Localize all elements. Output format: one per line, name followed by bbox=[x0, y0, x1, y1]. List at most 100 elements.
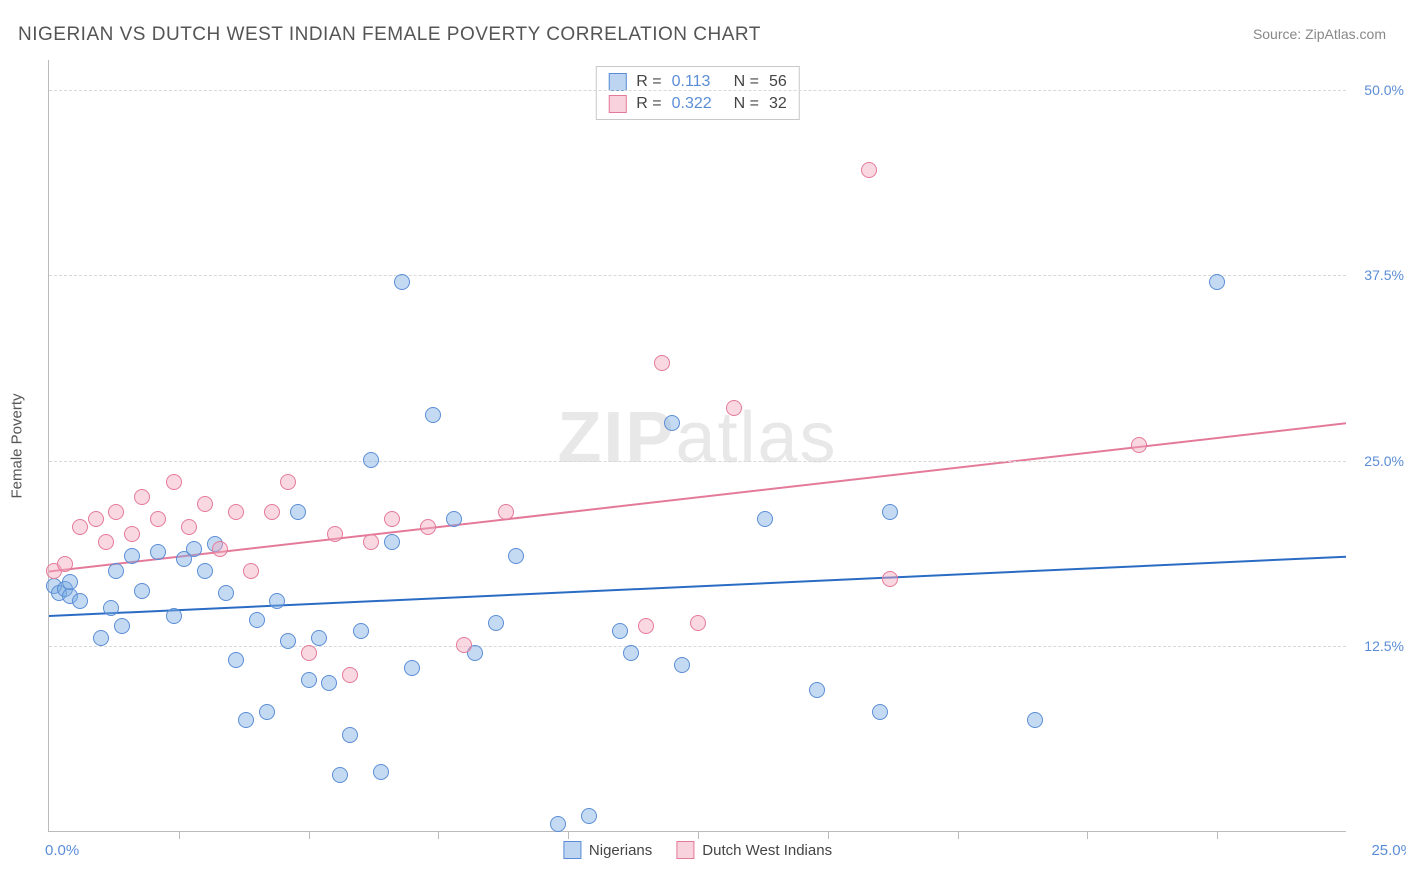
data-point bbox=[181, 519, 197, 535]
grid-line bbox=[49, 461, 1346, 462]
data-point bbox=[108, 504, 124, 520]
grid-line bbox=[49, 275, 1346, 276]
x-max-label: 25.0% bbox=[1371, 842, 1406, 859]
data-point bbox=[103, 600, 119, 616]
data-point bbox=[1209, 274, 1225, 290]
data-point bbox=[654, 355, 670, 371]
data-point bbox=[612, 623, 628, 639]
y-axis-title: Female Poverty bbox=[9, 393, 26, 498]
data-point bbox=[124, 526, 140, 542]
chart-title: NIGERIAN VS DUTCH WEST INDIAN FEMALE POV… bbox=[18, 24, 761, 46]
data-point bbox=[342, 727, 358, 743]
data-point bbox=[638, 618, 654, 634]
data-point bbox=[98, 534, 114, 550]
y-tick-label: 37.5% bbox=[1364, 267, 1404, 283]
data-point bbox=[498, 504, 514, 520]
data-point bbox=[373, 764, 389, 780]
data-point bbox=[363, 534, 379, 550]
data-point bbox=[62, 574, 78, 590]
y-tick-label: 50.0% bbox=[1364, 82, 1404, 98]
x-tick bbox=[568, 831, 569, 839]
data-point bbox=[264, 504, 280, 520]
data-point bbox=[228, 504, 244, 520]
data-point bbox=[72, 519, 88, 535]
data-point bbox=[134, 583, 150, 599]
data-point bbox=[166, 608, 182, 624]
data-point bbox=[327, 526, 343, 542]
data-point bbox=[228, 652, 244, 668]
watermark-light: atlas bbox=[675, 397, 837, 477]
r-value: 0.322 bbox=[672, 95, 724, 113]
data-point bbox=[197, 563, 213, 579]
data-point bbox=[108, 563, 124, 579]
data-point bbox=[757, 511, 773, 527]
data-point bbox=[134, 489, 150, 505]
data-point bbox=[726, 400, 742, 416]
data-point bbox=[353, 623, 369, 639]
data-point bbox=[93, 630, 109, 646]
legend-label: Dutch West Indians bbox=[702, 842, 832, 859]
data-point bbox=[882, 571, 898, 587]
data-point bbox=[446, 511, 462, 527]
data-point bbox=[301, 645, 317, 661]
stat-legend-box: R = 0.113 N = 56 R = 0.322 N = 32 bbox=[595, 66, 799, 120]
data-point bbox=[290, 504, 306, 520]
series-legend: Nigerians Dutch West Indians bbox=[563, 841, 832, 859]
y-tick-label: 25.0% bbox=[1364, 453, 1404, 469]
legend-item: Nigerians bbox=[563, 841, 652, 859]
data-point bbox=[425, 407, 441, 423]
data-point bbox=[150, 544, 166, 560]
data-point bbox=[488, 615, 504, 631]
data-point bbox=[384, 511, 400, 527]
x-tick bbox=[958, 831, 959, 839]
data-point bbox=[690, 615, 706, 631]
swatch-icon bbox=[608, 73, 626, 91]
n-label: N = bbox=[734, 73, 759, 91]
data-point bbox=[249, 612, 265, 628]
x-tick bbox=[1217, 831, 1218, 839]
data-point bbox=[280, 633, 296, 649]
data-point bbox=[301, 672, 317, 688]
data-point bbox=[456, 637, 472, 653]
data-point bbox=[311, 630, 327, 646]
source-label: Source: ZipAtlas.com bbox=[1253, 26, 1386, 42]
grid-line bbox=[49, 90, 1346, 91]
chart-container: NIGERIAN VS DUTCH WEST INDIAN FEMALE POV… bbox=[0, 0, 1406, 892]
data-point bbox=[420, 519, 436, 535]
data-point bbox=[88, 511, 104, 527]
swatch-icon bbox=[608, 95, 626, 113]
swatch-icon bbox=[563, 841, 581, 859]
data-point bbox=[384, 534, 400, 550]
data-point bbox=[623, 645, 639, 661]
data-point bbox=[872, 704, 888, 720]
data-point bbox=[269, 593, 285, 609]
data-point bbox=[114, 618, 130, 634]
n-label: N = bbox=[734, 95, 759, 113]
data-point bbox=[197, 496, 213, 512]
data-point bbox=[150, 511, 166, 527]
n-value: 32 bbox=[769, 95, 787, 113]
data-point bbox=[1131, 437, 1147, 453]
x-tick bbox=[698, 831, 699, 839]
data-point bbox=[404, 660, 420, 676]
data-point bbox=[57, 556, 73, 572]
data-point bbox=[238, 712, 254, 728]
grid-line bbox=[49, 646, 1346, 647]
x-tick bbox=[438, 831, 439, 839]
x-origin-label: 0.0% bbox=[45, 842, 79, 859]
swatch-icon bbox=[676, 841, 694, 859]
data-point bbox=[166, 474, 182, 490]
data-point bbox=[259, 704, 275, 720]
data-point bbox=[550, 816, 566, 832]
data-point bbox=[861, 162, 877, 178]
r-label: R = bbox=[636, 95, 661, 113]
x-tick bbox=[179, 831, 180, 839]
data-point bbox=[363, 452, 379, 468]
r-label: R = bbox=[636, 73, 661, 91]
data-point bbox=[581, 808, 597, 824]
n-value: 56 bbox=[769, 73, 787, 91]
data-point bbox=[342, 667, 358, 683]
data-point bbox=[809, 682, 825, 698]
stat-row: R = 0.322 N = 32 bbox=[608, 93, 786, 115]
y-tick-label: 12.5% bbox=[1364, 638, 1404, 654]
